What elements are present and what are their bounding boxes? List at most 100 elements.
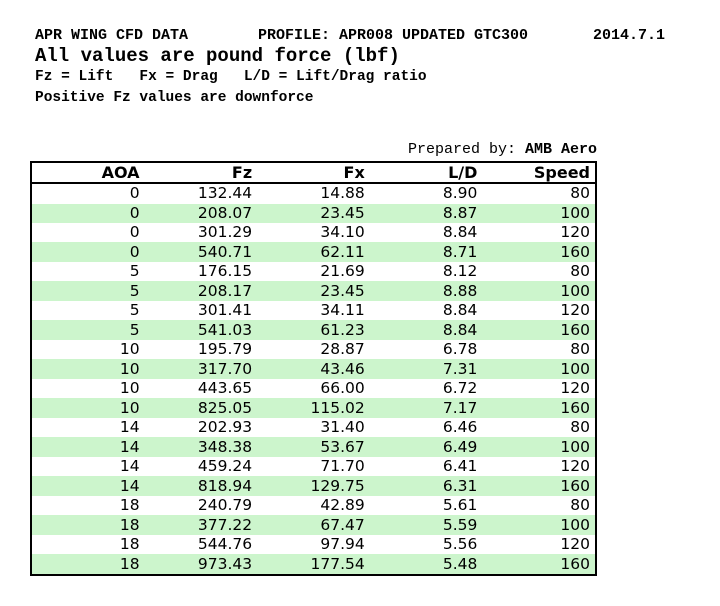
table-cell: 100 xyxy=(560,281,590,300)
table-cell: 14 xyxy=(119,457,140,476)
doc-date: 2014.7.1 xyxy=(593,27,666,44)
table-cell: 120 xyxy=(560,379,590,398)
table-cell: 21.69 xyxy=(320,262,365,281)
table-cell: 66.00 xyxy=(320,379,365,398)
table-cell: 23.45 xyxy=(320,281,365,300)
table-cell: 0 xyxy=(129,203,140,222)
table-cell: 80 xyxy=(570,340,590,359)
table-cell: 100 xyxy=(560,203,590,222)
table-body: 0 132.44 14.88 8.90 80 0 208.07 23.45 8.87 100 0 30… xyxy=(31,183,596,575)
table-row: 14 202.93 31.40 6.46 80 xyxy=(31,417,596,438)
data-table-container: AOA Fz Fx L/D Speed 0 132.44 14.88 8.90 80 0 2… xyxy=(30,161,597,576)
table-row: 5 208.17 23.45 8.88 100 xyxy=(31,281,596,301)
table-cell: 0 xyxy=(129,223,140,242)
table-cell: 80 xyxy=(570,418,590,437)
table-cell: 61.23 xyxy=(320,320,365,339)
table-header-row: AOA Fz Fx L/D Speed xyxy=(31,162,596,184)
table-cell: 62.11 xyxy=(320,242,365,261)
table-row: 14 459.24 71.70 6.41 120 xyxy=(31,456,596,477)
table-cell: 301.41 xyxy=(197,301,253,320)
table-cell: 71.70 xyxy=(320,457,365,476)
col-header-speed: Speed xyxy=(482,162,596,184)
table-cell: 42.89 xyxy=(320,496,365,515)
table-cell: 8.12 xyxy=(442,262,478,281)
table-cell: 818.94 xyxy=(197,476,253,495)
table-row: 5 301.41 34.11 8.84 120 xyxy=(31,300,596,321)
table-cell: 177.54 xyxy=(310,554,365,573)
table-row: 14 348.38 53.67 6.49 100 xyxy=(31,437,596,457)
table-cell: 825.05 xyxy=(197,398,253,417)
table-cell: 443.65 xyxy=(197,379,253,398)
table-row: 18 544.76 97.94 5.56 120 xyxy=(31,534,596,555)
table-cell: 8.88 xyxy=(442,281,478,300)
table-cell: 160 xyxy=(560,554,590,573)
table-cell: 6.31 xyxy=(442,476,478,495)
table-cell: 6.41 xyxy=(442,457,478,476)
table-cell: 43.46 xyxy=(320,359,365,378)
table-row: 18 240.79 42.89 5.61 80 xyxy=(31,495,596,516)
table-row: 5 541.03 61.23 8.84 160 xyxy=(31,320,596,340)
table-cell: 120 xyxy=(560,223,590,242)
table-cell: 80 xyxy=(570,496,590,515)
table-cell: 5 xyxy=(129,262,140,281)
table-cell: 8.90 xyxy=(442,184,478,203)
table-cell: 202.93 xyxy=(197,418,253,437)
table-cell: 100 xyxy=(560,437,590,456)
table-cell: 34.10 xyxy=(320,223,365,242)
table-cell: 208.17 xyxy=(197,281,253,300)
table-row: 18 377.22 67.47 5.59 100 xyxy=(31,515,596,535)
table-cell: 10 xyxy=(119,379,140,398)
table-row: 10 443.65 66.00 6.72 120 xyxy=(31,378,596,399)
table-cell: 8.84 xyxy=(442,301,478,320)
table-cell: 53.67 xyxy=(320,437,365,456)
table-cell: 6.72 xyxy=(442,379,478,398)
table-cell: 377.22 xyxy=(197,515,253,534)
table-cell: 8.84 xyxy=(442,223,478,242)
table-cell: 8.87 xyxy=(442,203,478,222)
table-cell: 14 xyxy=(119,418,140,437)
table-cell: 67.47 xyxy=(320,515,365,534)
table-cell: 14.88 xyxy=(320,184,365,203)
col-header-fz: Fz xyxy=(144,162,258,184)
table-cell: 120 xyxy=(560,301,590,320)
prepared-by: Prepared by: AMB Aero xyxy=(30,141,597,158)
table-cell: 14 xyxy=(119,437,140,456)
downforce-note: Positive Fz values are downforce xyxy=(35,90,314,106)
table-cell: 0 xyxy=(129,184,140,203)
table-cell: 5.59 xyxy=(442,515,478,534)
table-cell: 5.48 xyxy=(442,554,478,573)
table-cell: 31.40 xyxy=(320,418,365,437)
table-cell: 301.29 xyxy=(197,223,253,242)
table-row: 10 317.70 43.46 7.31 100 xyxy=(31,359,596,379)
table-cell: 208.07 xyxy=(197,203,253,222)
doc-title: APR WING CFD DATA xyxy=(35,27,189,44)
table-cell: 23.45 xyxy=(320,203,365,222)
data-table: AOA Fz Fx L/D Speed 0 132.44 14.88 8.90 80 0 2… xyxy=(30,161,597,576)
table-row: 14 818.94 129.75 6.31 160 xyxy=(31,476,596,496)
table-cell: 28.87 xyxy=(320,340,365,359)
units-note: All values are pound force (lbf) xyxy=(35,45,400,67)
table-cell: 5 xyxy=(129,320,140,339)
table-cell: 10 xyxy=(119,340,140,359)
table-cell: 7.31 xyxy=(442,359,478,378)
table-cell: 160 xyxy=(560,476,590,495)
table-cell: 115.02 xyxy=(310,398,365,417)
table-cell: 10 xyxy=(119,398,140,417)
table-cell: 240.79 xyxy=(197,496,253,515)
table-cell: 18 xyxy=(119,515,140,534)
table-cell: 34.11 xyxy=(320,301,365,320)
table-cell: 80 xyxy=(570,184,590,203)
legend-note: Fz = Lift Fx = Drag L/D = Lift/Drag rati… xyxy=(35,69,427,85)
table-cell: 0 xyxy=(129,242,140,261)
table-cell: 6.49 xyxy=(442,437,478,456)
prepared-by-label: Prepared by: xyxy=(407,141,525,158)
table-row: 10 195.79 28.87 6.78 80 xyxy=(31,339,596,360)
table-cell: 160 xyxy=(560,242,590,261)
table-cell: 8.84 xyxy=(442,320,478,339)
table-cell: 160 xyxy=(560,398,590,417)
table-cell: 541.03 xyxy=(197,320,253,339)
table-cell: 5 xyxy=(129,301,140,320)
table-cell: 5.61 xyxy=(442,496,478,515)
table-cell: 8.71 xyxy=(442,242,478,261)
col-header-ld: L/D xyxy=(369,162,483,184)
